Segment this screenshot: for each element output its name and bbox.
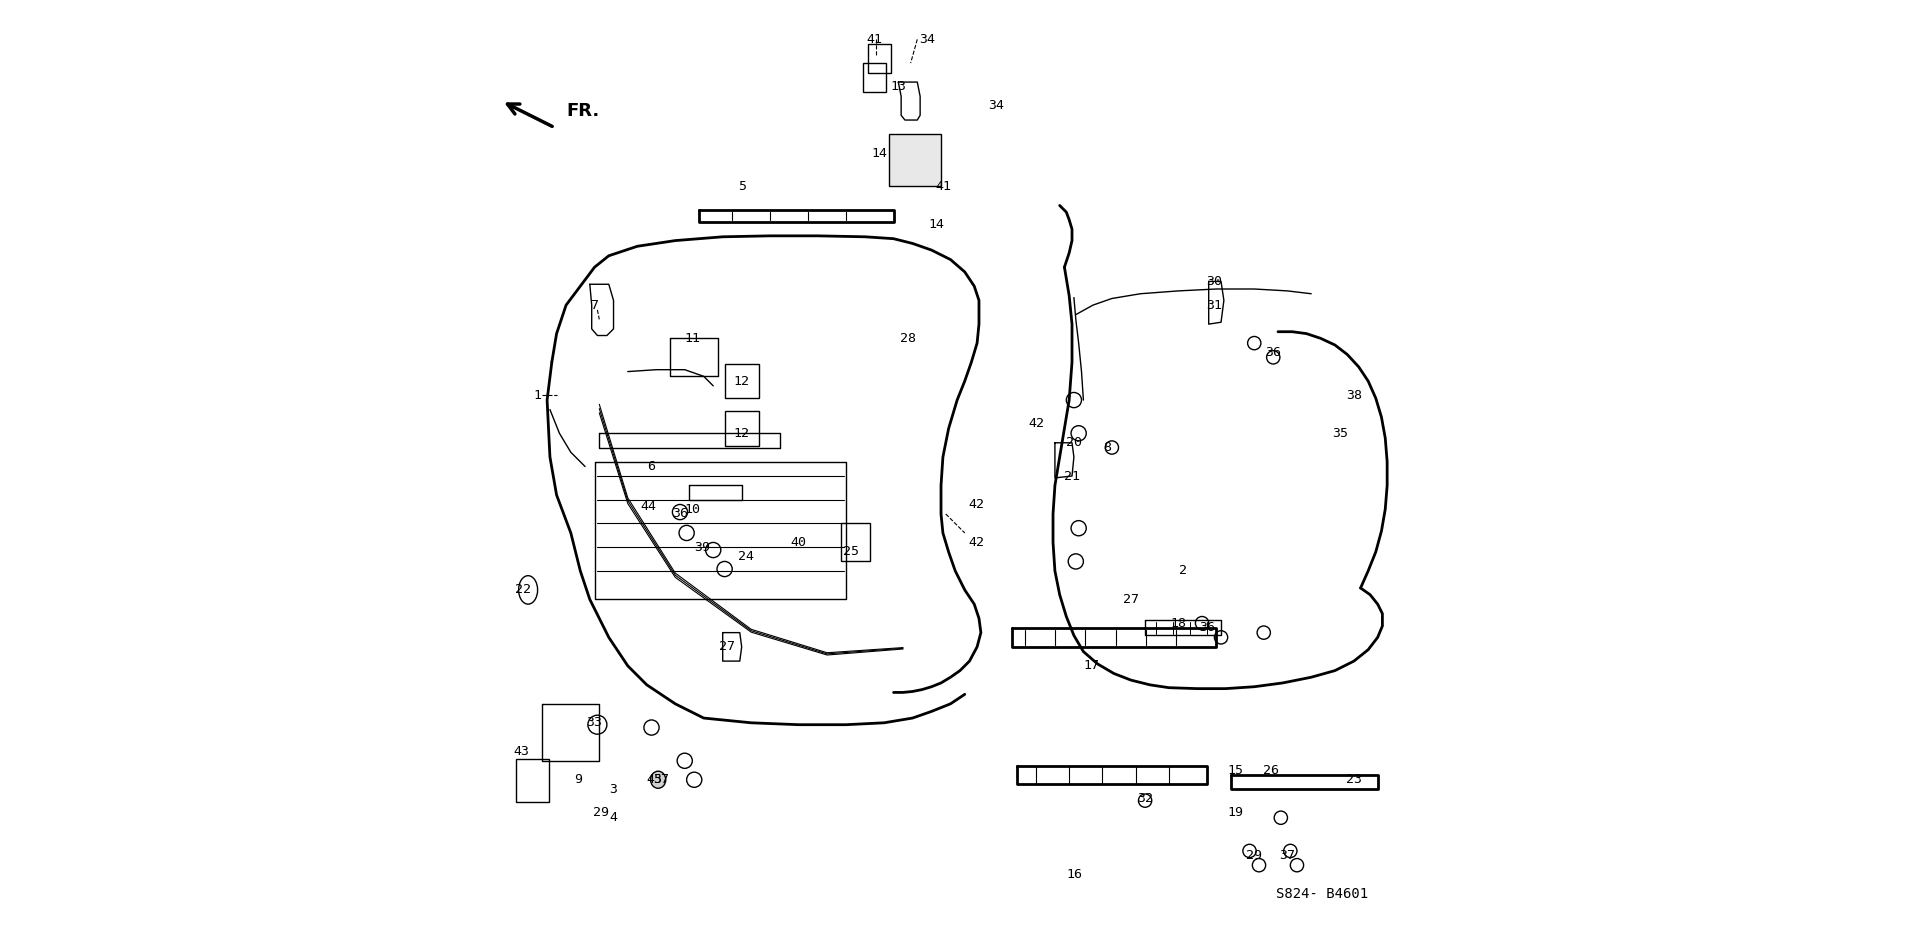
Text: 43: 43 bbox=[513, 744, 530, 758]
Text: 37: 37 bbox=[653, 773, 668, 786]
Text: 27: 27 bbox=[1123, 593, 1139, 605]
Text: 44: 44 bbox=[641, 500, 657, 513]
Text: 7: 7 bbox=[591, 299, 599, 311]
Text: 4: 4 bbox=[609, 811, 618, 824]
Text: 40: 40 bbox=[791, 536, 806, 549]
Text: 34: 34 bbox=[920, 33, 935, 46]
Text: 5: 5 bbox=[737, 180, 745, 193]
Bar bbox=[724, 411, 758, 446]
Text: 14: 14 bbox=[927, 218, 945, 231]
Ellipse shape bbox=[651, 771, 666, 788]
Text: 37: 37 bbox=[1279, 849, 1296, 863]
Text: 14: 14 bbox=[872, 147, 887, 160]
Text: 39: 39 bbox=[693, 541, 710, 554]
Bar bbox=[889, 134, 941, 187]
Text: 38: 38 bbox=[1346, 388, 1361, 402]
Text: 41: 41 bbox=[866, 33, 883, 46]
Text: 12: 12 bbox=[733, 374, 749, 387]
Text: 16: 16 bbox=[1066, 868, 1081, 882]
Text: 17: 17 bbox=[1083, 660, 1098, 672]
Text: 11: 11 bbox=[684, 332, 701, 345]
Text: 45: 45 bbox=[647, 773, 662, 786]
Bar bbox=[724, 364, 758, 398]
Text: 19: 19 bbox=[1227, 806, 1244, 820]
Text: 18: 18 bbox=[1171, 617, 1187, 629]
Text: 31: 31 bbox=[1206, 299, 1223, 311]
Text: 42: 42 bbox=[1027, 417, 1044, 430]
Text: 29: 29 bbox=[1246, 849, 1261, 863]
Text: 21: 21 bbox=[1064, 469, 1081, 483]
Text: 41: 41 bbox=[935, 180, 952, 193]
Text: 10: 10 bbox=[684, 503, 701, 516]
Text: 29: 29 bbox=[593, 806, 609, 820]
Text: 27: 27 bbox=[720, 641, 735, 653]
Text: 36: 36 bbox=[1198, 622, 1215, 634]
Text: 42: 42 bbox=[968, 536, 985, 549]
Text: 2: 2 bbox=[1179, 565, 1187, 578]
Text: 1: 1 bbox=[534, 388, 541, 402]
Text: 36: 36 bbox=[672, 507, 687, 521]
Text: S824- B4601: S824- B4601 bbox=[1277, 886, 1369, 901]
Text: 13: 13 bbox=[891, 80, 906, 93]
Text: 24: 24 bbox=[739, 550, 755, 564]
Text: 23: 23 bbox=[1346, 773, 1361, 786]
Text: 12: 12 bbox=[733, 426, 749, 440]
Text: 33: 33 bbox=[586, 716, 603, 729]
Text: FR.: FR. bbox=[566, 102, 599, 120]
Text: 36: 36 bbox=[1265, 347, 1281, 359]
Text: 9: 9 bbox=[574, 773, 582, 786]
Text: 25: 25 bbox=[843, 545, 858, 559]
Text: 22: 22 bbox=[515, 584, 532, 596]
Bar bbox=[516, 759, 549, 802]
Text: 34: 34 bbox=[989, 99, 1004, 112]
Bar bbox=[841, 524, 870, 562]
Text: 30: 30 bbox=[1206, 275, 1223, 288]
Text: 15: 15 bbox=[1227, 764, 1244, 777]
Text: 3: 3 bbox=[609, 783, 618, 796]
Text: 26: 26 bbox=[1263, 764, 1279, 777]
Text: 32: 32 bbox=[1137, 792, 1154, 805]
Bar bbox=[864, 63, 885, 91]
Text: 6: 6 bbox=[647, 460, 655, 473]
Text: 20: 20 bbox=[1066, 436, 1081, 449]
Text: 8: 8 bbox=[1104, 441, 1112, 454]
Text: 35: 35 bbox=[1332, 426, 1348, 440]
Bar bbox=[868, 44, 891, 72]
Text: 42: 42 bbox=[968, 498, 985, 511]
Text: 28: 28 bbox=[900, 332, 916, 345]
